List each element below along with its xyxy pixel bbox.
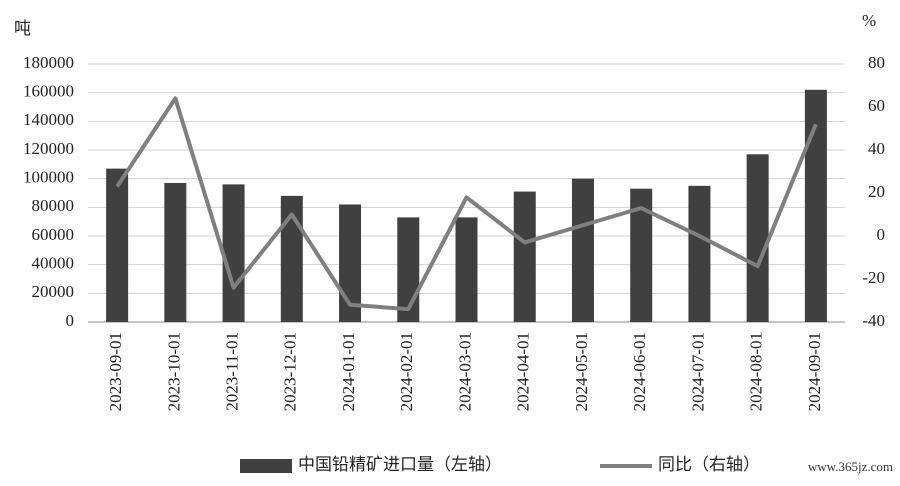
y2-tick-label: 80 (868, 53, 885, 72)
legend-label: 同比（右轴） (658, 455, 760, 474)
x-tick-label: 2024-05-01 (572, 332, 591, 411)
bar (630, 188, 653, 322)
line (115, 96, 818, 312)
x-tick-label: 2024-03-01 (455, 332, 474, 411)
legend-label: 中国铅精矿进口量（左轴） (298, 455, 502, 474)
bar (571, 178, 594, 322)
y-tick-label: 140000 (23, 110, 74, 129)
x-tick-label: 2024-09-01 (805, 332, 824, 411)
x-tick-label: 2024-06-01 (630, 332, 649, 411)
y-tick-label: 0 (66, 311, 75, 330)
bar (222, 184, 245, 322)
y-tick-label: 60000 (32, 225, 75, 244)
y2-tick-label: -40 (862, 311, 885, 330)
y2-tick-label: 60 (868, 96, 885, 115)
y-tick-label: 120000 (23, 139, 74, 158)
x-tick-label: 2023-09-01 (106, 332, 125, 411)
y2-tick-label: 0 (877, 225, 886, 244)
x-tick-label: 2024-01-01 (339, 332, 358, 411)
watermark: www.365jz.com (808, 459, 893, 474)
x-tick-label: 2023-11-01 (222, 332, 241, 411)
y2-tick-label: 40 (868, 139, 885, 158)
bar (106, 168, 129, 322)
y-tick-label: 100000 (23, 168, 74, 187)
x-tick-label: 2023-12-01 (281, 332, 300, 411)
x-tick-label: 2024-07-01 (688, 332, 707, 411)
x-tick-label: 2024-02-01 (397, 332, 416, 411)
y2-tick-label: 20 (868, 182, 885, 201)
y2-unit-label: % (862, 11, 876, 30)
bar (688, 185, 711, 322)
y-tick-label: 80000 (32, 196, 75, 215)
bar (280, 195, 303, 322)
y-unit-label: 吨 (14, 19, 31, 38)
bar (164, 182, 187, 322)
y2-tick-label: -20 (862, 268, 885, 287)
bar (455, 217, 478, 322)
x-tick-label: 2024-08-01 (747, 332, 766, 411)
bar (804, 89, 827, 322)
bar (746, 154, 769, 322)
y-tick-label: 20000 (32, 282, 75, 301)
y-tick-label: 160000 (23, 82, 74, 101)
x-tick-label: 2023-10-01 (164, 332, 183, 411)
x-tick-label: 2024-04-01 (514, 332, 533, 411)
bar (513, 191, 536, 322)
y-tick-label: 180000 (23, 53, 74, 72)
y-tick-label: 40000 (32, 254, 75, 273)
legend-swatch (240, 459, 292, 473)
